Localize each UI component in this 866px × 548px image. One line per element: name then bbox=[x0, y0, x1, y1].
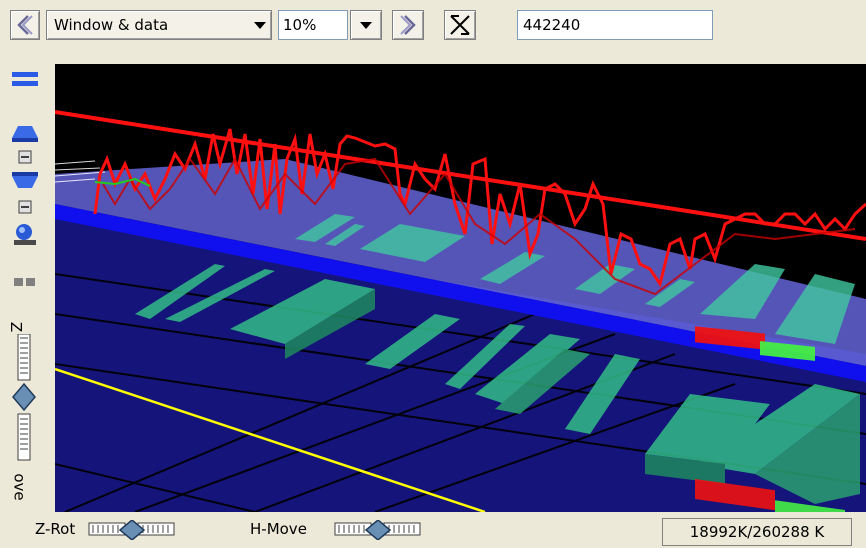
memory-usage: 18992K/260288 K bbox=[662, 518, 852, 546]
view-bottom-button[interactable] bbox=[9, 166, 41, 196]
h-move-label: H-Move bbox=[250, 520, 307, 538]
left-toolbar: Z ove bbox=[0, 60, 55, 512]
data-plane bbox=[55, 159, 866, 366]
forward-button[interactable] bbox=[392, 10, 424, 40]
z-rot-label: Z-Rot bbox=[35, 520, 76, 538]
bottom-toolbar: Z-Rot H-Move 18992K/260288 K bbox=[0, 512, 866, 548]
chevron-down-icon bbox=[249, 21, 271, 30]
plane-blocks bbox=[295, 214, 855, 344]
view-mode-dropdown[interactable]: Window & data bbox=[46, 10, 272, 40]
reset-view-button[interactable] bbox=[444, 10, 476, 40]
zoom-value: 10% bbox=[283, 16, 317, 34]
guide-line bbox=[55, 367, 486, 512]
z-slider[interactable] bbox=[12, 333, 36, 464]
h-move-slider[interactable] bbox=[334, 519, 422, 541]
small-toggle-button-2[interactable] bbox=[9, 198, 41, 216]
lower-blocks bbox=[135, 264, 860, 504]
chevron-down-icon bbox=[360, 21, 372, 29]
zoom-input[interactable]: 10% bbox=[278, 10, 348, 40]
slider-knob-icon bbox=[12, 382, 36, 412]
split-view-button[interactable] bbox=[9, 272, 41, 292]
memory-value: 18992K/260288 K bbox=[689, 523, 825, 541]
layers-icon bbox=[12, 72, 38, 86]
plane-front-edge bbox=[55, 204, 866, 382]
3d-scene bbox=[55, 110, 866, 512]
sphere-light-icon bbox=[14, 224, 36, 245]
3d-viewport[interactable] bbox=[55, 64, 866, 512]
view-bottom-icon bbox=[12, 172, 38, 188]
view-mode-value: Window & data bbox=[54, 16, 169, 34]
zoom-dropdown-button[interactable] bbox=[350, 10, 382, 40]
lighting-button[interactable] bbox=[9, 220, 41, 250]
signal-trace bbox=[93, 128, 866, 288]
move-label: ove bbox=[10, 473, 29, 501]
small-toggle-button[interactable] bbox=[9, 148, 41, 166]
chevron-left-icon bbox=[17, 15, 33, 35]
view-top-icon bbox=[12, 126, 38, 142]
cross-icon bbox=[450, 15, 470, 35]
reference-line bbox=[55, 110, 866, 241]
view-top-button[interactable] bbox=[9, 118, 41, 148]
back-button[interactable] bbox=[10, 10, 40, 40]
layers-button[interactable] bbox=[9, 64, 41, 94]
split-icon bbox=[14, 278, 35, 286]
top-toolbar: Window & data 10% 442240 bbox=[0, 0, 866, 60]
position-value: 442240 bbox=[523, 16, 581, 34]
z-rot-slider[interactable] bbox=[88, 519, 176, 541]
position-input[interactable]: 442240 bbox=[517, 10, 713, 40]
square-icon bbox=[18, 150, 32, 164]
z-axis-label: Z bbox=[7, 321, 26, 333]
square-icon bbox=[18, 200, 32, 214]
chevron-right-icon bbox=[400, 15, 416, 35]
scatter-points bbox=[55, 160, 106, 183]
